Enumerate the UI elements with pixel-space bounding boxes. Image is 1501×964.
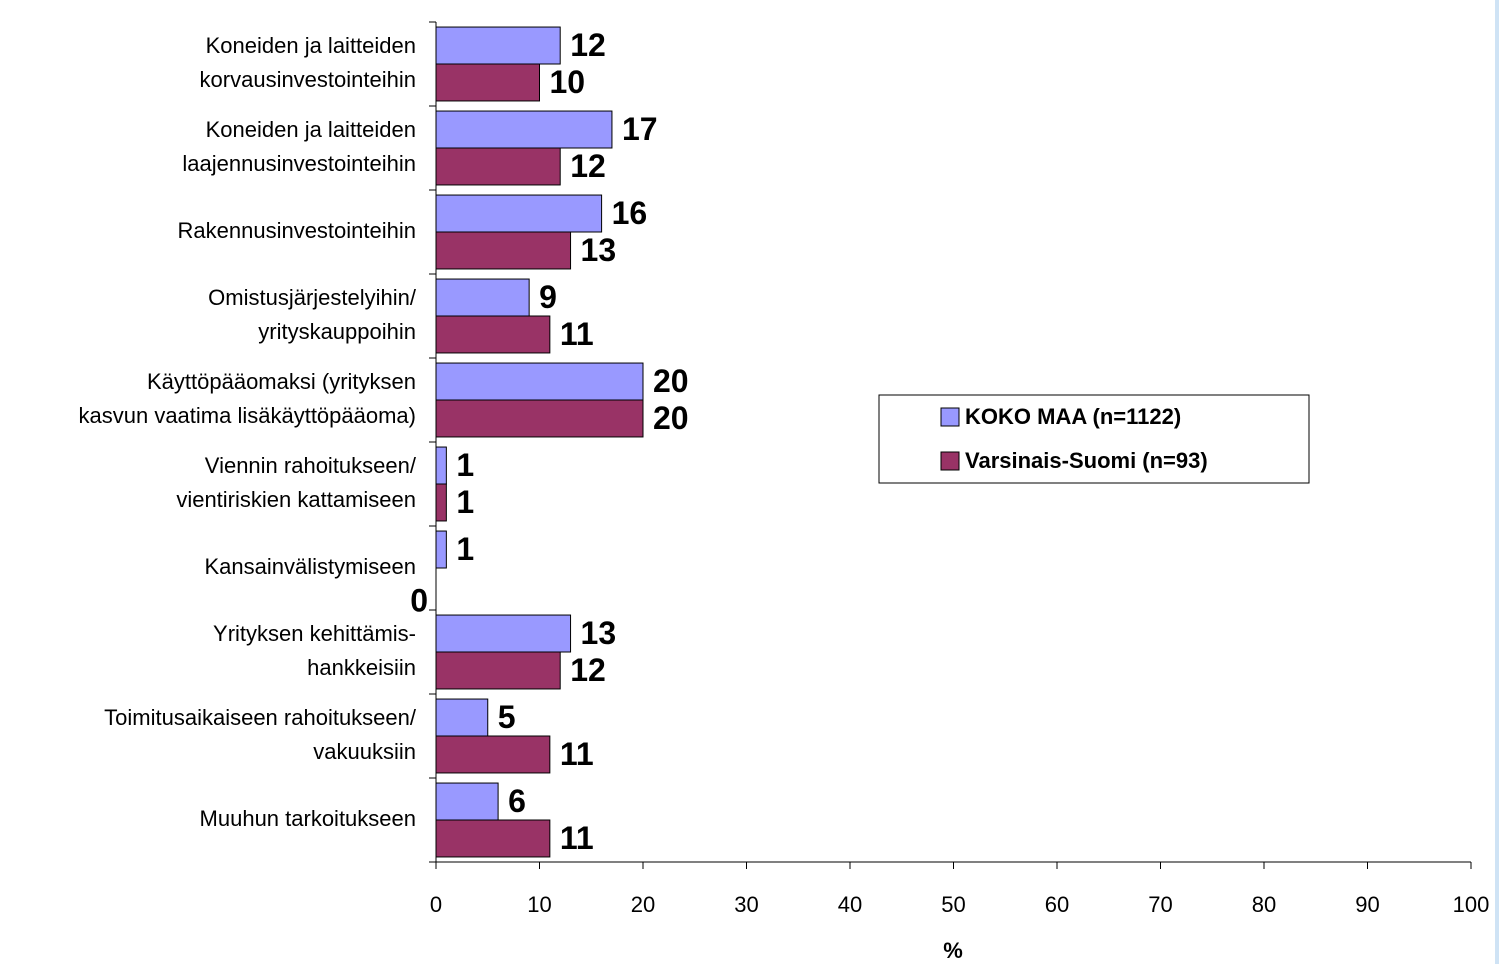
bar — [435, 63, 540, 102]
value-label: 20 — [653, 400, 689, 436]
bar — [435, 278, 530, 317]
bar — [435, 819, 551, 858]
x-tick-label: 70 — [1148, 892, 1172, 917]
x-tick-label: 30 — [734, 892, 758, 917]
y-tick-label: yrityskauppoihin — [258, 319, 416, 344]
bar — [435, 614, 572, 653]
x-tick-label: 0 — [430, 892, 442, 917]
bar — [435, 399, 644, 438]
bar — [435, 698, 489, 737]
x-tick-label: 100 — [1453, 892, 1490, 917]
y-tick-label: Kansainvälistymiseen — [204, 554, 416, 579]
value-label: 20 — [653, 363, 689, 399]
value-label: 12 — [570, 148, 606, 184]
value-label: 10 — [550, 64, 586, 100]
value-label: 12 — [570, 652, 606, 688]
y-tick-label: Koneiden ja laitteiden — [206, 33, 416, 58]
bar — [435, 483, 447, 522]
y-tick-label: Omistusjärjestelyihin/ — [208, 285, 417, 310]
x-tick-label: 20 — [631, 892, 655, 917]
bar — [435, 26, 561, 65]
value-label: 1 — [456, 531, 474, 567]
x-tick-label: 40 — [838, 892, 862, 917]
value-label: 12 — [570, 27, 606, 63]
value-label: 9 — [539, 279, 557, 315]
bar — [435, 446, 447, 485]
value-label: 6 — [508, 783, 526, 819]
bar — [435, 530, 447, 569]
x-axis-label: % — [943, 938, 963, 963]
value-label: 11 — [560, 820, 594, 856]
value-label: 16 — [612, 195, 648, 231]
y-tick-label: Muuhun tarkoitukseen — [200, 806, 416, 831]
legend-swatch — [940, 407, 960, 427]
bar — [435, 110, 613, 149]
y-tick-label: vakuuksiin — [313, 739, 416, 764]
bar — [435, 147, 561, 186]
y-tick-label: Yrityksen kehittämis- — [213, 621, 416, 646]
bar — [435, 231, 572, 270]
legend-swatch — [940, 451, 960, 471]
value-label: 1 — [456, 484, 474, 520]
bar — [435, 782, 499, 821]
y-tick-label: laajennusinvestointeihin — [182, 151, 416, 176]
y-tick-label: Toimitusaikaiseen rahoitukseen/ — [104, 705, 417, 730]
y-tick-label: Käyttöpääomaksi (yrityksen — [147, 369, 416, 394]
x-tick-label: 50 — [941, 892, 965, 917]
y-tick-label: kasvun vaatima lisäkäyttöpääoma) — [79, 403, 417, 428]
x-tick-label: 10 — [527, 892, 551, 917]
legend-label: KOKO MAA (n=1122) — [965, 404, 1181, 429]
y-tick-label: Rakennusinvestointeihin — [178, 218, 417, 243]
y-tick-label: hankkeisiin — [307, 655, 416, 680]
value-label: 1 — [456, 447, 474, 483]
value-label: 11 — [560, 316, 594, 352]
value-label: 13 — [581, 615, 617, 651]
value-label: 0 — [410, 583, 428, 619]
value-label: 17 — [622, 111, 658, 147]
value-label: 5 — [498, 699, 516, 735]
value-label: 11 — [560, 736, 594, 772]
y-tick-label: korvausinvestointeihin — [200, 67, 416, 92]
bar — [435, 651, 561, 690]
bar — [435, 315, 551, 354]
bar — [435, 735, 551, 774]
legend-label: Varsinais-Suomi (n=93) — [965, 448, 1208, 473]
x-tick-label: 80 — [1252, 892, 1276, 917]
bar — [435, 362, 644, 401]
x-tick-label: 60 — [1045, 892, 1069, 917]
y-tick-label: Viennin rahoitukseen/ — [205, 453, 417, 478]
y-tick-label: vientiriskien kattamiseen — [176, 487, 416, 512]
bar — [435, 194, 603, 233]
value-label: 13 — [581, 232, 617, 268]
y-tick-label: Koneiden ja laitteiden — [206, 117, 416, 142]
x-tick-label: 90 — [1355, 892, 1379, 917]
